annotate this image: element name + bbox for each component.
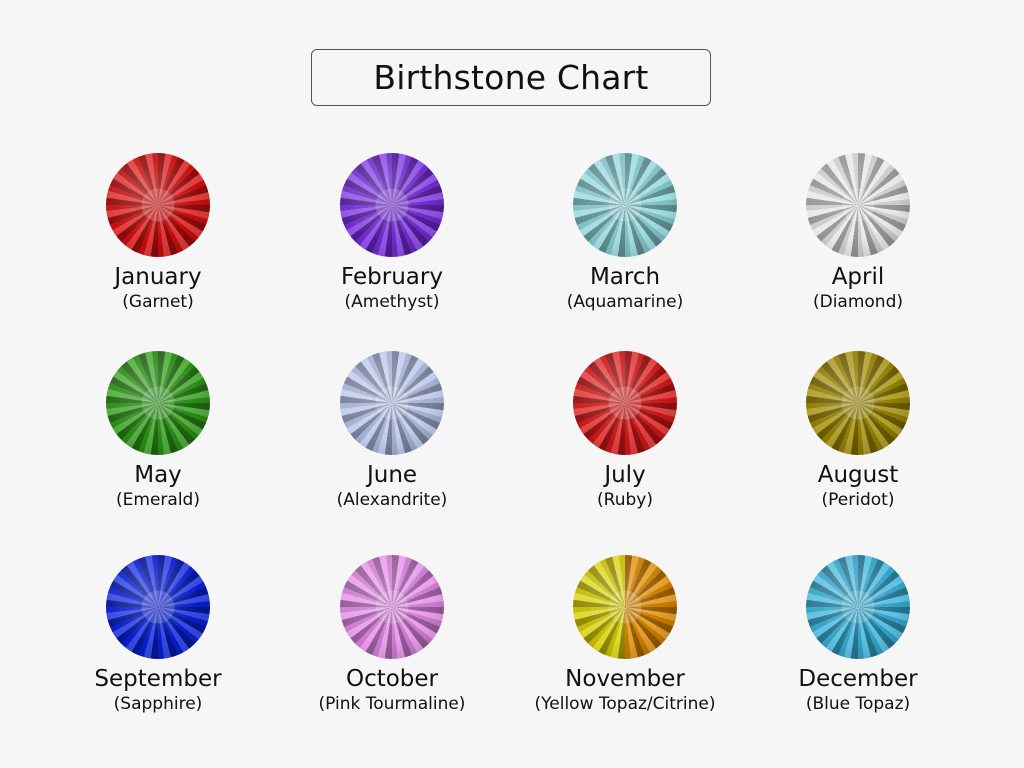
gem-image: [106, 153, 210, 257]
stone-label: (Garnet): [122, 292, 194, 312]
stone-label: (Sapphire): [113, 694, 203, 714]
month-label: February: [341, 264, 443, 290]
birthstone-item: October (Pink Tourmaline): [277, 555, 507, 715]
birthstone-item: August (Peridot): [743, 351, 973, 511]
month-label: November: [565, 666, 685, 692]
stone-label: (Amethyst): [344, 292, 440, 312]
month-label: May: [134, 462, 182, 488]
gem-image: [573, 351, 677, 455]
birthstone-item: April (Diamond): [743, 153, 973, 313]
month-label: December: [798, 666, 918, 692]
gem-image: [806, 351, 910, 455]
month-label: April: [831, 264, 885, 290]
gem-image: [340, 153, 444, 257]
stone-label: (Peridot): [821, 490, 895, 510]
month-label: September: [94, 666, 222, 692]
stone-label: (Aquamarine): [566, 292, 684, 312]
month-label: January: [114, 264, 202, 290]
stone-label: (Yellow Topaz/Citrine): [534, 694, 716, 714]
month-label: March: [589, 264, 661, 290]
gem-image: [806, 153, 910, 257]
month-label: August: [817, 462, 899, 488]
month-label: October: [345, 666, 439, 692]
gem-image: [106, 555, 210, 659]
gem-image: [340, 555, 444, 659]
gem-image: [806, 555, 910, 659]
birthstone-item: March (Aquamarine): [510, 153, 740, 313]
birthstone-item: September (Sapphire): [43, 555, 273, 715]
gem-image: [573, 555, 677, 659]
birthstone-item: January (Garnet): [43, 153, 273, 313]
stone-label: (Alexandrite): [336, 490, 448, 510]
stone-label: (Ruby): [597, 490, 653, 510]
birthstone-item: May (Emerald): [43, 351, 273, 511]
gem-image: [340, 351, 444, 455]
birthstone-item: November (Yellow Topaz/Citrine): [510, 555, 740, 715]
birthstone-item: June (Alexandrite): [277, 351, 507, 511]
month-label: June: [366, 462, 418, 488]
stone-label: (Diamond): [812, 292, 904, 312]
birthstone-item: February (Amethyst): [277, 153, 507, 313]
stone-label: (Emerald): [116, 490, 200, 510]
chart-title: Birthstone Chart: [311, 49, 711, 106]
gem-image: [106, 351, 210, 455]
month-label: July: [604, 462, 646, 488]
birthstone-item: December (Blue Topaz): [743, 555, 973, 715]
gem-image: [573, 153, 677, 257]
birthstone-item: July (Ruby): [510, 351, 740, 511]
stone-label: (Pink Tourmaline): [318, 694, 466, 714]
stone-label: (Blue Topaz): [805, 694, 911, 714]
